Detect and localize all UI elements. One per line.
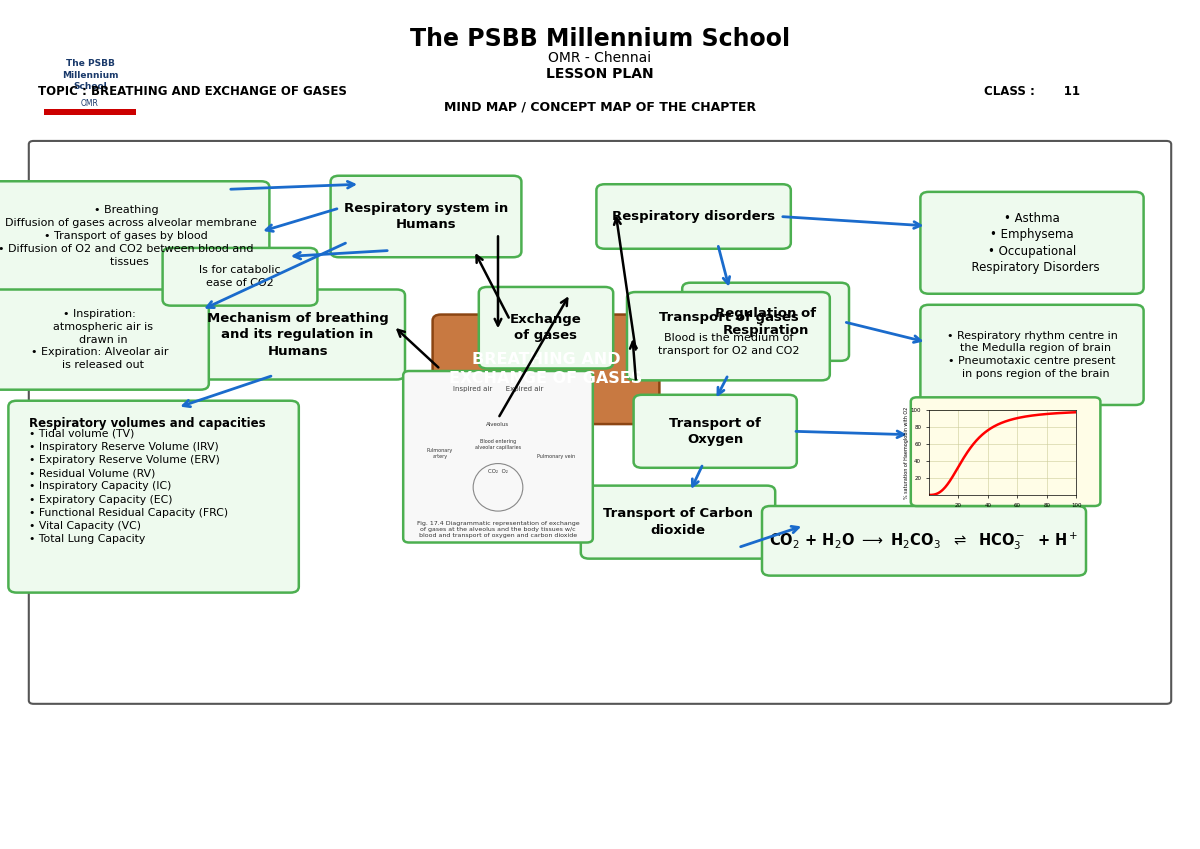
Text: The PSBB Millennium School: The PSBB Millennium School xyxy=(410,27,790,51)
FancyBboxPatch shape xyxy=(683,283,850,361)
FancyBboxPatch shape xyxy=(479,287,613,368)
FancyBboxPatch shape xyxy=(911,397,1100,506)
FancyBboxPatch shape xyxy=(330,176,521,257)
Text: Mechanism of breathing
and its regulation in
Humans: Mechanism of breathing and its regulatio… xyxy=(206,312,389,357)
FancyBboxPatch shape xyxy=(0,182,270,290)
FancyBboxPatch shape xyxy=(8,401,299,593)
Text: Blood is the medium of
transport for O2 and CO2: Blood is the medium of transport for O2 … xyxy=(658,334,799,356)
Text: OMR: OMR xyxy=(82,99,98,108)
FancyBboxPatch shape xyxy=(762,506,1086,576)
FancyBboxPatch shape xyxy=(163,248,318,306)
Text: • Breathing
• Diffusion of gases across alveolar membrane
• Transport of gases b: • Breathing • Diffusion of gases across … xyxy=(0,205,257,267)
FancyBboxPatch shape xyxy=(581,486,775,559)
Text: The PSBB
Millennium
School: The PSBB Millennium School xyxy=(61,59,119,91)
Text: CO₂  O₂: CO₂ O₂ xyxy=(488,469,508,474)
Text: Transport of Carbon
dioxide: Transport of Carbon dioxide xyxy=(604,508,752,537)
Text: Respiratory disorders: Respiratory disorders xyxy=(612,210,775,223)
Text: Transport of
Oxygen: Transport of Oxygen xyxy=(670,417,761,446)
FancyBboxPatch shape xyxy=(44,109,136,115)
Text: Exchange
of gases: Exchange of gases xyxy=(510,313,582,342)
Y-axis label: % saturation of Haemoglobin with O2: % saturation of Haemoglobin with O2 xyxy=(905,407,910,498)
Text: OMR - Chennai: OMR - Chennai xyxy=(548,51,652,65)
Text: LESSON PLAN: LESSON PLAN xyxy=(546,67,654,81)
FancyBboxPatch shape xyxy=(190,290,406,380)
FancyBboxPatch shape xyxy=(433,315,660,424)
FancyBboxPatch shape xyxy=(29,141,1171,704)
Text: • Respiratory rhythm centre in
  the Medulla region of brain
• Pneumotaxic centr: • Respiratory rhythm centre in the Medul… xyxy=(947,330,1117,380)
FancyBboxPatch shape xyxy=(628,292,830,380)
FancyBboxPatch shape xyxy=(596,184,791,249)
Text: Fig. 17.4 Diagrammatic representation of exchange
of gases at the alveolus and t: Fig. 17.4 Diagrammatic representation of… xyxy=(416,521,580,538)
Text: MIND MAP / CONCEPT MAP OF THE CHAPTER: MIND MAP / CONCEPT MAP OF THE CHAPTER xyxy=(444,100,756,114)
FancyBboxPatch shape xyxy=(920,305,1144,405)
Text: Pulmonary vein: Pulmonary vein xyxy=(536,453,575,458)
Text: Blood entering
alveolar capillaries: Blood entering alveolar capillaries xyxy=(475,440,521,450)
Text: Respiratory system in
Humans: Respiratory system in Humans xyxy=(344,202,508,231)
Text: Transport of gases: Transport of gases xyxy=(659,311,798,324)
Text: Respiratory volumes and capacities: Respiratory volumes and capacities xyxy=(29,418,265,430)
Text: Alveolus: Alveolus xyxy=(486,421,510,426)
Text: ls for catabolic
ease of CO2: ls for catabolic ease of CO2 xyxy=(199,266,281,288)
Text: BREATHING AND
EXCHANGE OF GASES: BREATHING AND EXCHANGE OF GASES xyxy=(449,352,643,386)
FancyBboxPatch shape xyxy=(403,371,593,543)
Text: CO$_2$ + H$_2$O $\longrightarrow$ H$_2$CO$_3$  $\rightleftharpoons$  HCO$_3^-$  : CO$_2$ + H$_2$O $\longrightarrow$ H$_2$C… xyxy=(769,530,1079,552)
Text: • Asthma
• Emphysema
• Occupational
  Respiratory Disorders: • Asthma • Emphysema • Occupational Resp… xyxy=(964,211,1100,274)
FancyBboxPatch shape xyxy=(634,395,797,468)
Text: CLASS :       11: CLASS : 11 xyxy=(984,85,1080,98)
Text: Pulmonary
artery: Pulmonary artery xyxy=(427,447,454,458)
Text: • Inspiration:
  atmospheric air is
  drawn in
• Expiration: Alveolar air
  is r: • Inspiration: atmospheric air is drawn … xyxy=(31,309,168,370)
Text: • Tidal volume (TV)
• Inspiratory Reserve Volume (IRV)
• Expiratory Reserve Volu: • Tidal volume (TV) • Inspiratory Reserv… xyxy=(29,429,228,544)
FancyBboxPatch shape xyxy=(0,290,209,390)
Text: TOPIC : BREATHING AND EXCHANGE OF GASES: TOPIC : BREATHING AND EXCHANGE OF GASES xyxy=(38,85,347,98)
FancyBboxPatch shape xyxy=(920,192,1144,294)
Text: Inspired air      Expired air: Inspired air Expired air xyxy=(452,385,544,392)
Text: Regulation of
Respiration: Regulation of Respiration xyxy=(715,307,816,336)
